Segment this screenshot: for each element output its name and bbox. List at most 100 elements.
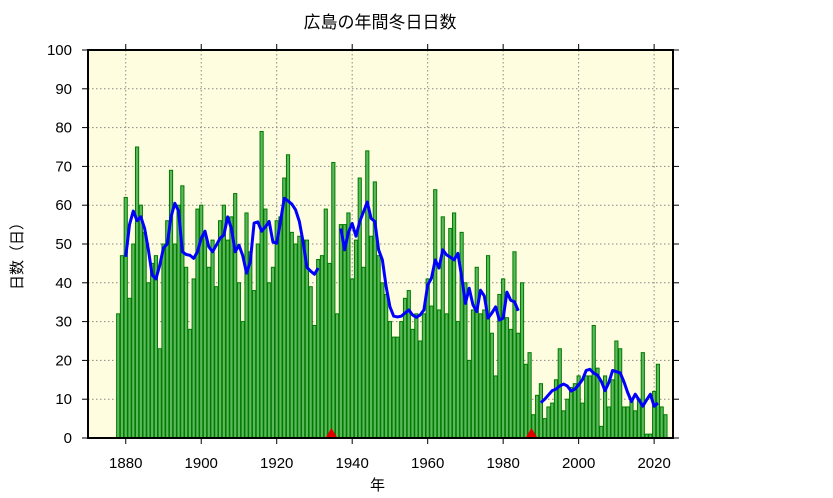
bar [244, 212, 249, 439]
bar [119, 255, 125, 439]
bar [236, 282, 242, 439]
bar [319, 255, 325, 439]
bar [418, 340, 423, 439]
bar [485, 255, 491, 439]
bar [387, 321, 393, 439]
y-tick-label: 40 [55, 275, 72, 292]
bar [546, 406, 551, 439]
bar [470, 309, 476, 439]
y-tick-label: 70 [55, 158, 72, 175]
bar [308, 286, 313, 439]
bar [368, 235, 374, 439]
bar [599, 425, 604, 439]
bar [436, 309, 442, 439]
bar [584, 375, 589, 439]
bar [289, 231, 294, 439]
triangle-marker-icon [325, 428, 338, 438]
bar [591, 324, 596, 439]
moving-average-segment [339, 200, 520, 322]
bar [297, 235, 302, 439]
bar [523, 363, 528, 439]
x-axis-label: 年 [370, 476, 386, 494]
bar [233, 193, 238, 439]
bar [153, 255, 159, 439]
bar [165, 220, 170, 439]
chart-title: 広島の年間冬日日数 [303, 13, 457, 33]
bar [557, 348, 562, 439]
bar [131, 243, 136, 439]
bar [395, 336, 400, 439]
bar [455, 321, 460, 439]
bar [116, 313, 121, 439]
bar [176, 204, 181, 439]
bar [191, 278, 196, 439]
bar [587, 375, 593, 439]
bar [421, 313, 426, 439]
x-tick-label: 2020 [637, 455, 670, 472]
bar [206, 266, 211, 439]
bar [350, 278, 355, 439]
bar [380, 282, 385, 439]
bar [293, 243, 298, 439]
bar [342, 224, 347, 439]
y-tick-label: 30 [55, 314, 72, 331]
bar [519, 282, 525, 439]
bar [538, 383, 543, 439]
bar [285, 154, 291, 439]
bar [391, 336, 396, 439]
bar [335, 313, 340, 439]
bar [210, 239, 215, 439]
bar [410, 328, 415, 439]
bar [331, 162, 336, 439]
bar [414, 313, 419, 439]
y-tick-label: 0 [64, 430, 72, 447]
bar [482, 309, 487, 439]
bar [542, 418, 547, 439]
bar [240, 321, 245, 439]
bar [467, 359, 472, 439]
bar [338, 224, 343, 439]
y-tick-label: 80 [55, 120, 72, 137]
bar [478, 313, 483, 439]
x-tick-label: 1900 [185, 455, 218, 472]
bar [187, 328, 192, 439]
bar [259, 130, 264, 439]
moving-average-segment [539, 367, 659, 408]
bar [263, 208, 268, 439]
bar [278, 216, 283, 439]
x-tick-label: 1960 [411, 455, 444, 472]
bar [282, 177, 287, 439]
y-tick-label: 20 [55, 352, 72, 369]
x-tick-label: 1920 [260, 455, 293, 472]
bar [655, 363, 660, 439]
bar [172, 243, 177, 439]
bar [640, 352, 645, 439]
bar [270, 266, 276, 439]
y-tick-label: 50 [55, 236, 72, 253]
bar [629, 398, 634, 439]
bar [353, 239, 359, 439]
bar [384, 293, 389, 439]
x-tick-label: 1940 [336, 455, 369, 472]
bar [663, 414, 668, 439]
bar [565, 398, 570, 439]
bar [572, 383, 577, 439]
bar [251, 290, 257, 439]
triangle-marker-icon [525, 428, 538, 438]
bar [127, 297, 132, 439]
bar [248, 251, 253, 439]
bar [255, 243, 260, 439]
bar [508, 328, 513, 439]
bar [463, 282, 468, 439]
bar [214, 286, 219, 439]
x-tick-label: 2000 [562, 455, 595, 472]
bar [202, 235, 208, 439]
bar [225, 239, 230, 439]
bar [527, 352, 532, 439]
bar [142, 231, 147, 439]
bar [402, 297, 408, 439]
bar [138, 204, 143, 439]
relocation-markers [325, 428, 538, 438]
bar [569, 387, 574, 439]
bar [429, 305, 434, 439]
